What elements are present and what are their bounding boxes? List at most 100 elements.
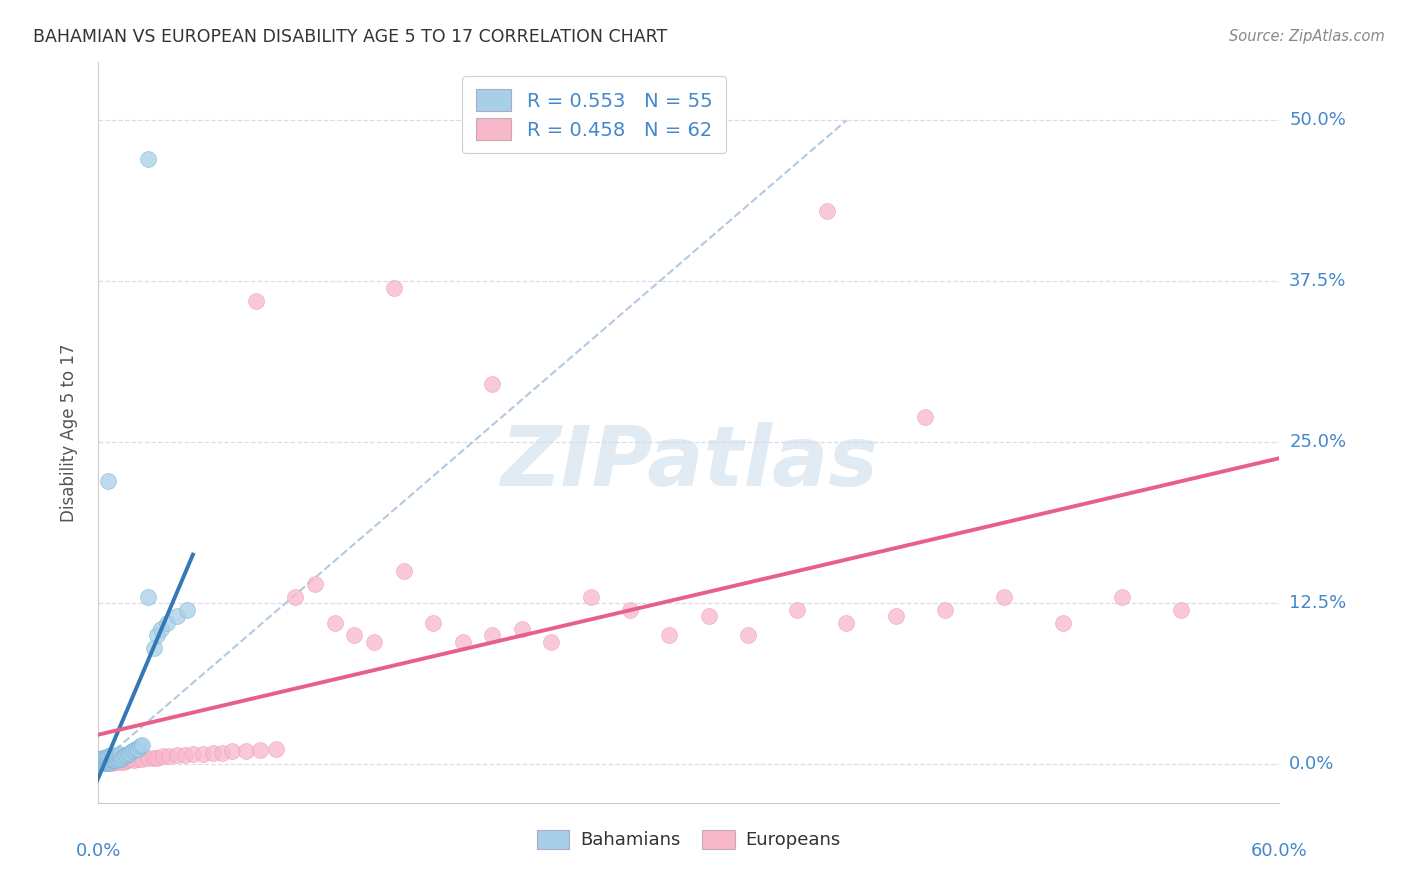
Point xyxy=(101,752,124,766)
Point xyxy=(105,753,128,767)
Point xyxy=(98,749,121,764)
Point xyxy=(89,753,111,767)
Point xyxy=(108,752,131,766)
Point xyxy=(91,756,114,770)
Point xyxy=(1170,602,1192,616)
Point xyxy=(884,609,907,624)
Point xyxy=(152,749,174,764)
Point xyxy=(117,747,139,761)
Point xyxy=(98,755,121,769)
Point xyxy=(101,748,124,763)
Point xyxy=(249,743,271,757)
Point xyxy=(89,756,111,770)
Point xyxy=(107,748,129,763)
Point xyxy=(101,756,124,770)
Point xyxy=(118,746,141,760)
Point xyxy=(93,756,115,770)
Text: Source: ZipAtlas.com: Source: ZipAtlas.com xyxy=(1229,29,1385,44)
Point xyxy=(93,750,115,764)
Point xyxy=(343,628,366,642)
Point xyxy=(157,749,180,764)
Point xyxy=(166,609,188,624)
Point xyxy=(156,615,179,630)
Point xyxy=(103,750,125,764)
Point xyxy=(136,590,159,604)
Point xyxy=(510,622,533,636)
Point xyxy=(89,752,111,766)
Point xyxy=(451,635,474,649)
Point xyxy=(245,293,267,308)
Point xyxy=(835,615,858,630)
Point xyxy=(91,752,114,766)
Point xyxy=(136,152,159,166)
Point xyxy=(91,756,114,770)
Text: ZIPatlas: ZIPatlas xyxy=(501,422,877,503)
Point xyxy=(191,747,214,761)
Text: 50.0%: 50.0% xyxy=(1289,112,1346,129)
Point xyxy=(96,750,118,764)
Point xyxy=(93,756,115,770)
Point xyxy=(1052,615,1074,630)
Point xyxy=(105,755,128,769)
Point xyxy=(112,755,135,769)
Point xyxy=(91,755,114,769)
Point xyxy=(96,755,118,769)
Point xyxy=(97,755,120,769)
Point xyxy=(146,628,169,642)
Legend: Bahamians, Europeans: Bahamians, Europeans xyxy=(530,822,848,856)
Point xyxy=(201,746,224,760)
Point xyxy=(284,590,307,604)
Point xyxy=(363,635,385,649)
Point xyxy=(176,602,198,616)
Point xyxy=(142,750,165,764)
Point xyxy=(382,281,405,295)
Point xyxy=(786,602,808,616)
Point xyxy=(112,749,135,764)
Point xyxy=(166,748,188,763)
Point xyxy=(127,741,149,756)
Point xyxy=(107,752,129,766)
Point xyxy=(136,750,159,764)
Point xyxy=(97,756,120,770)
Point xyxy=(914,409,936,424)
Point xyxy=(108,755,131,769)
Point xyxy=(221,744,243,758)
Point xyxy=(304,577,326,591)
Point xyxy=(619,602,641,616)
Text: 25.0%: 25.0% xyxy=(1289,434,1347,451)
Point xyxy=(97,753,120,767)
Point xyxy=(127,752,149,766)
Point xyxy=(540,635,562,649)
Point xyxy=(108,747,131,761)
Point xyxy=(111,750,134,764)
Text: BAHAMIAN VS EUROPEAN DISABILITY AGE 5 TO 17 CORRELATION CHART: BAHAMIAN VS EUROPEAN DISABILITY AGE 5 TO… xyxy=(34,28,668,45)
Text: 0.0%: 0.0% xyxy=(1289,756,1334,773)
Point xyxy=(128,739,150,753)
Point xyxy=(481,628,503,642)
Point xyxy=(1111,590,1133,604)
Point xyxy=(392,564,415,578)
Point xyxy=(737,628,759,642)
Point xyxy=(211,746,233,760)
Point xyxy=(658,628,681,642)
Point xyxy=(96,755,118,769)
Text: 60.0%: 60.0% xyxy=(1251,842,1308,860)
Point xyxy=(96,753,118,767)
Point xyxy=(103,753,125,767)
Point xyxy=(107,753,129,767)
Point xyxy=(174,748,197,763)
Point xyxy=(934,602,956,616)
Point xyxy=(264,741,287,756)
Point xyxy=(103,755,125,769)
Point xyxy=(815,203,838,218)
Y-axis label: Disability Age 5 to 17: Disability Age 5 to 17 xyxy=(59,343,77,522)
Point xyxy=(122,753,145,767)
Point xyxy=(150,622,173,636)
Point xyxy=(93,753,115,767)
Point xyxy=(98,753,121,767)
Point xyxy=(131,738,153,752)
Point xyxy=(146,750,169,764)
Point xyxy=(579,590,602,604)
Point xyxy=(181,747,204,761)
Point xyxy=(115,753,138,767)
